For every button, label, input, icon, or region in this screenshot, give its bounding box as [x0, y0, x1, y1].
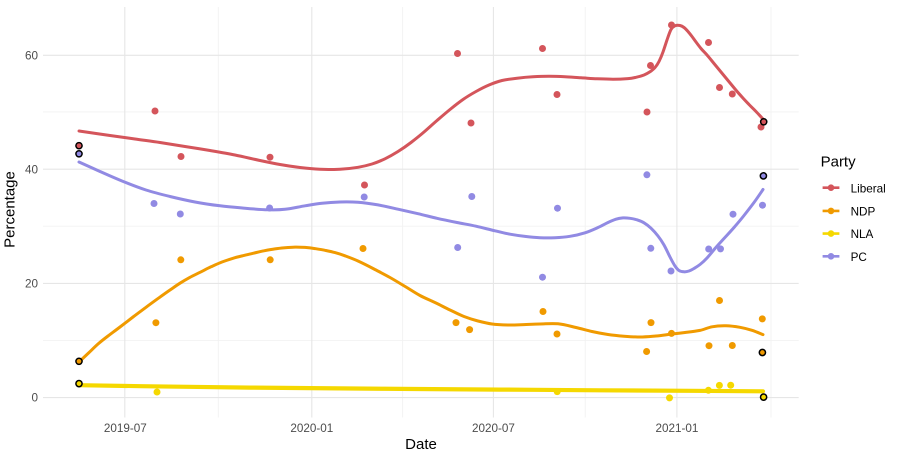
- svg-text:2019-07: 2019-07: [104, 422, 147, 435]
- svg-text:2020-01: 2020-01: [290, 422, 333, 435]
- svg-text:Percentage: Percentage: [2, 171, 19, 248]
- svg-text:Liberal: Liberal: [851, 182, 886, 195]
- svg-text:NDP: NDP: [851, 206, 876, 219]
- svg-text:Party: Party: [821, 154, 857, 171]
- svg-text:NLA: NLA: [851, 228, 874, 241]
- svg-text:PC: PC: [851, 251, 867, 264]
- svg-text:40: 40: [25, 163, 39, 176]
- svg-text:20: 20: [25, 278, 39, 291]
- svg-text:Date: Date: [405, 436, 437, 453]
- svg-text:60: 60: [25, 49, 39, 62]
- svg-text:2021-01: 2021-01: [655, 422, 698, 435]
- svg-text:0: 0: [31, 392, 38, 405]
- svg-text:2020-07: 2020-07: [472, 422, 515, 435]
